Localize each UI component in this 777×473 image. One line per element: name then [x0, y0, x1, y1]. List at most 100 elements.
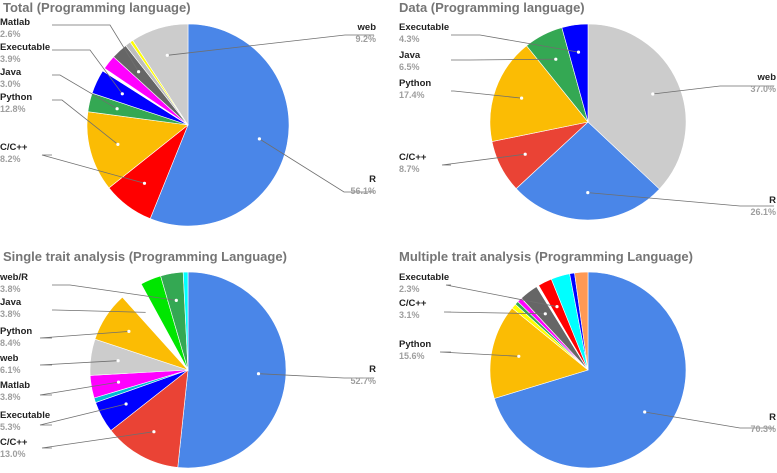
slice-value-executable: 3.9%: [0, 54, 21, 64]
pie-slice-other-10: [574, 271, 589, 371]
multiple-trait-pie-chart: Multiple trait analysis (Programming Lan…: [399, 249, 776, 469]
slice-value-web-r: 3.8%: [0, 284, 21, 294]
chart-title: Single trait analysis (Programming Langu…: [3, 249, 287, 264]
slice-label-r: R: [369, 364, 376, 375]
slice-label-c-c: C/C++: [399, 152, 427, 163]
pie-slice-web: [132, 23, 189, 127]
slice-label-r: R: [369, 174, 376, 185]
slice-value-c-c: 8.7%: [399, 164, 420, 174]
leader-dot: [116, 380, 121, 384]
leader-dot: [651, 92, 655, 96]
slice-value-executable: 2.3%: [399, 284, 420, 294]
slice-value-r: 26.1%: [750, 207, 776, 217]
slice-label-python: Python: [399, 78, 431, 89]
slice-label-java: Java: [0, 297, 22, 308]
slice-label-python: Python: [0, 326, 32, 337]
leader-line: [652, 85, 774, 95]
slice-value-java: 6.5%: [399, 62, 420, 72]
leader-dot: [555, 305, 559, 309]
leader-line: [52, 49, 123, 95]
leader-dot: [257, 137, 261, 141]
slice-value-web: 6.1%: [0, 365, 21, 375]
pie-slice-c-c: [110, 369, 189, 468]
leader-dot: [543, 312, 547, 316]
pie-slice-r: [493, 271, 687, 469]
slice-value-r: 52.7%: [350, 376, 376, 386]
slice-value-matlab: 3.8%: [0, 392, 21, 402]
leader-dot: [137, 70, 141, 74]
slice-label-c-c: C/C++: [0, 142, 28, 153]
slice-label-executable: Executable: [399, 22, 449, 33]
slice-label-executable: Executable: [0, 410, 50, 421]
slice-value-python: 12.8%: [0, 104, 26, 114]
slice-label-web: web: [357, 22, 377, 33]
slice-value-web: 37.0%: [750, 84, 776, 94]
slice-value-web: 9.2%: [355, 34, 376, 44]
slice-value-c-c: 3.1%: [399, 310, 420, 320]
slice-value-python: 8.4%: [0, 338, 21, 348]
leader-line: [52, 24, 139, 72]
slice-value-c-c: 8.2%: [0, 154, 21, 164]
slice-value-r: 56.1%: [350, 186, 376, 196]
leader-dot: [152, 430, 156, 434]
leader-dot: [523, 152, 527, 156]
slice-value-c-c: 13.0%: [0, 449, 26, 459]
leader-dot: [165, 53, 169, 57]
leader-line: [443, 311, 546, 315]
leader-dot: [174, 298, 178, 302]
leader-line: [644, 411, 774, 429]
pie-slice-python: [86, 111, 189, 189]
pie-slice-web: [587, 23, 687, 190]
leader-line: [451, 34, 579, 53]
leader-dot: [520, 96, 524, 100]
leader-line: [167, 34, 374, 56]
slice-value-java: 3.0%: [0, 79, 21, 89]
leader-line: [451, 90, 522, 99]
slice-value-r: 70.3%: [750, 424, 776, 434]
slice-label-matlab: Matlab: [0, 17, 30, 28]
slice-label-executable: Executable: [0, 42, 50, 53]
leader-line: [39, 381, 119, 396]
leader-dot: [586, 191, 590, 195]
leader-dot: [120, 92, 124, 96]
pie-slice-other-10: [182, 271, 189, 371]
leader-line: [39, 331, 129, 339]
slice-value-executable: 4.3%: [399, 34, 420, 44]
leader-line: [41, 154, 145, 184]
leader-dot: [142, 181, 147, 185]
slice-label-c-c: C/C++: [0, 437, 28, 448]
slice-label-web: web: [0, 353, 19, 364]
slice-label-java: Java: [0, 67, 22, 78]
leader-dot: [116, 359, 120, 363]
slice-label-python: Python: [399, 339, 431, 350]
leader-line: [259, 138, 374, 193]
leader-line: [451, 58, 556, 61]
slice-label-r: R: [769, 195, 776, 206]
pie-slice-python: [489, 307, 589, 399]
leader-line: [52, 309, 148, 313]
leader-line: [52, 99, 119, 145]
slice-label-python: Python: [0, 92, 32, 103]
chart-title: Multiple trait analysis (Programming Lan…: [399, 249, 693, 264]
leader-line: [587, 192, 774, 207]
leader-line: [445, 284, 558, 307]
leader-line: [441, 153, 526, 166]
pie-slice-r: [177, 271, 287, 469]
leader-dot: [115, 107, 119, 111]
slice-value-java: 3.8%: [0, 309, 21, 319]
pie-slice-r: [149, 23, 290, 227]
slice-label-web-r: web/R: [0, 272, 28, 283]
slice-label-executable: Executable: [399, 272, 449, 283]
leader-dot: [554, 57, 558, 61]
slice-label-r: R: [769, 412, 776, 423]
leader-line: [39, 403, 127, 426]
leader-dot: [124, 402, 128, 406]
leader-dot: [116, 142, 120, 146]
slice-label-matlab: Matlab: [0, 380, 30, 391]
leader-dot: [256, 372, 261, 376]
leader-dot: [127, 329, 131, 333]
pie-slice-python: [489, 45, 589, 142]
leader-line: [39, 360, 119, 366]
